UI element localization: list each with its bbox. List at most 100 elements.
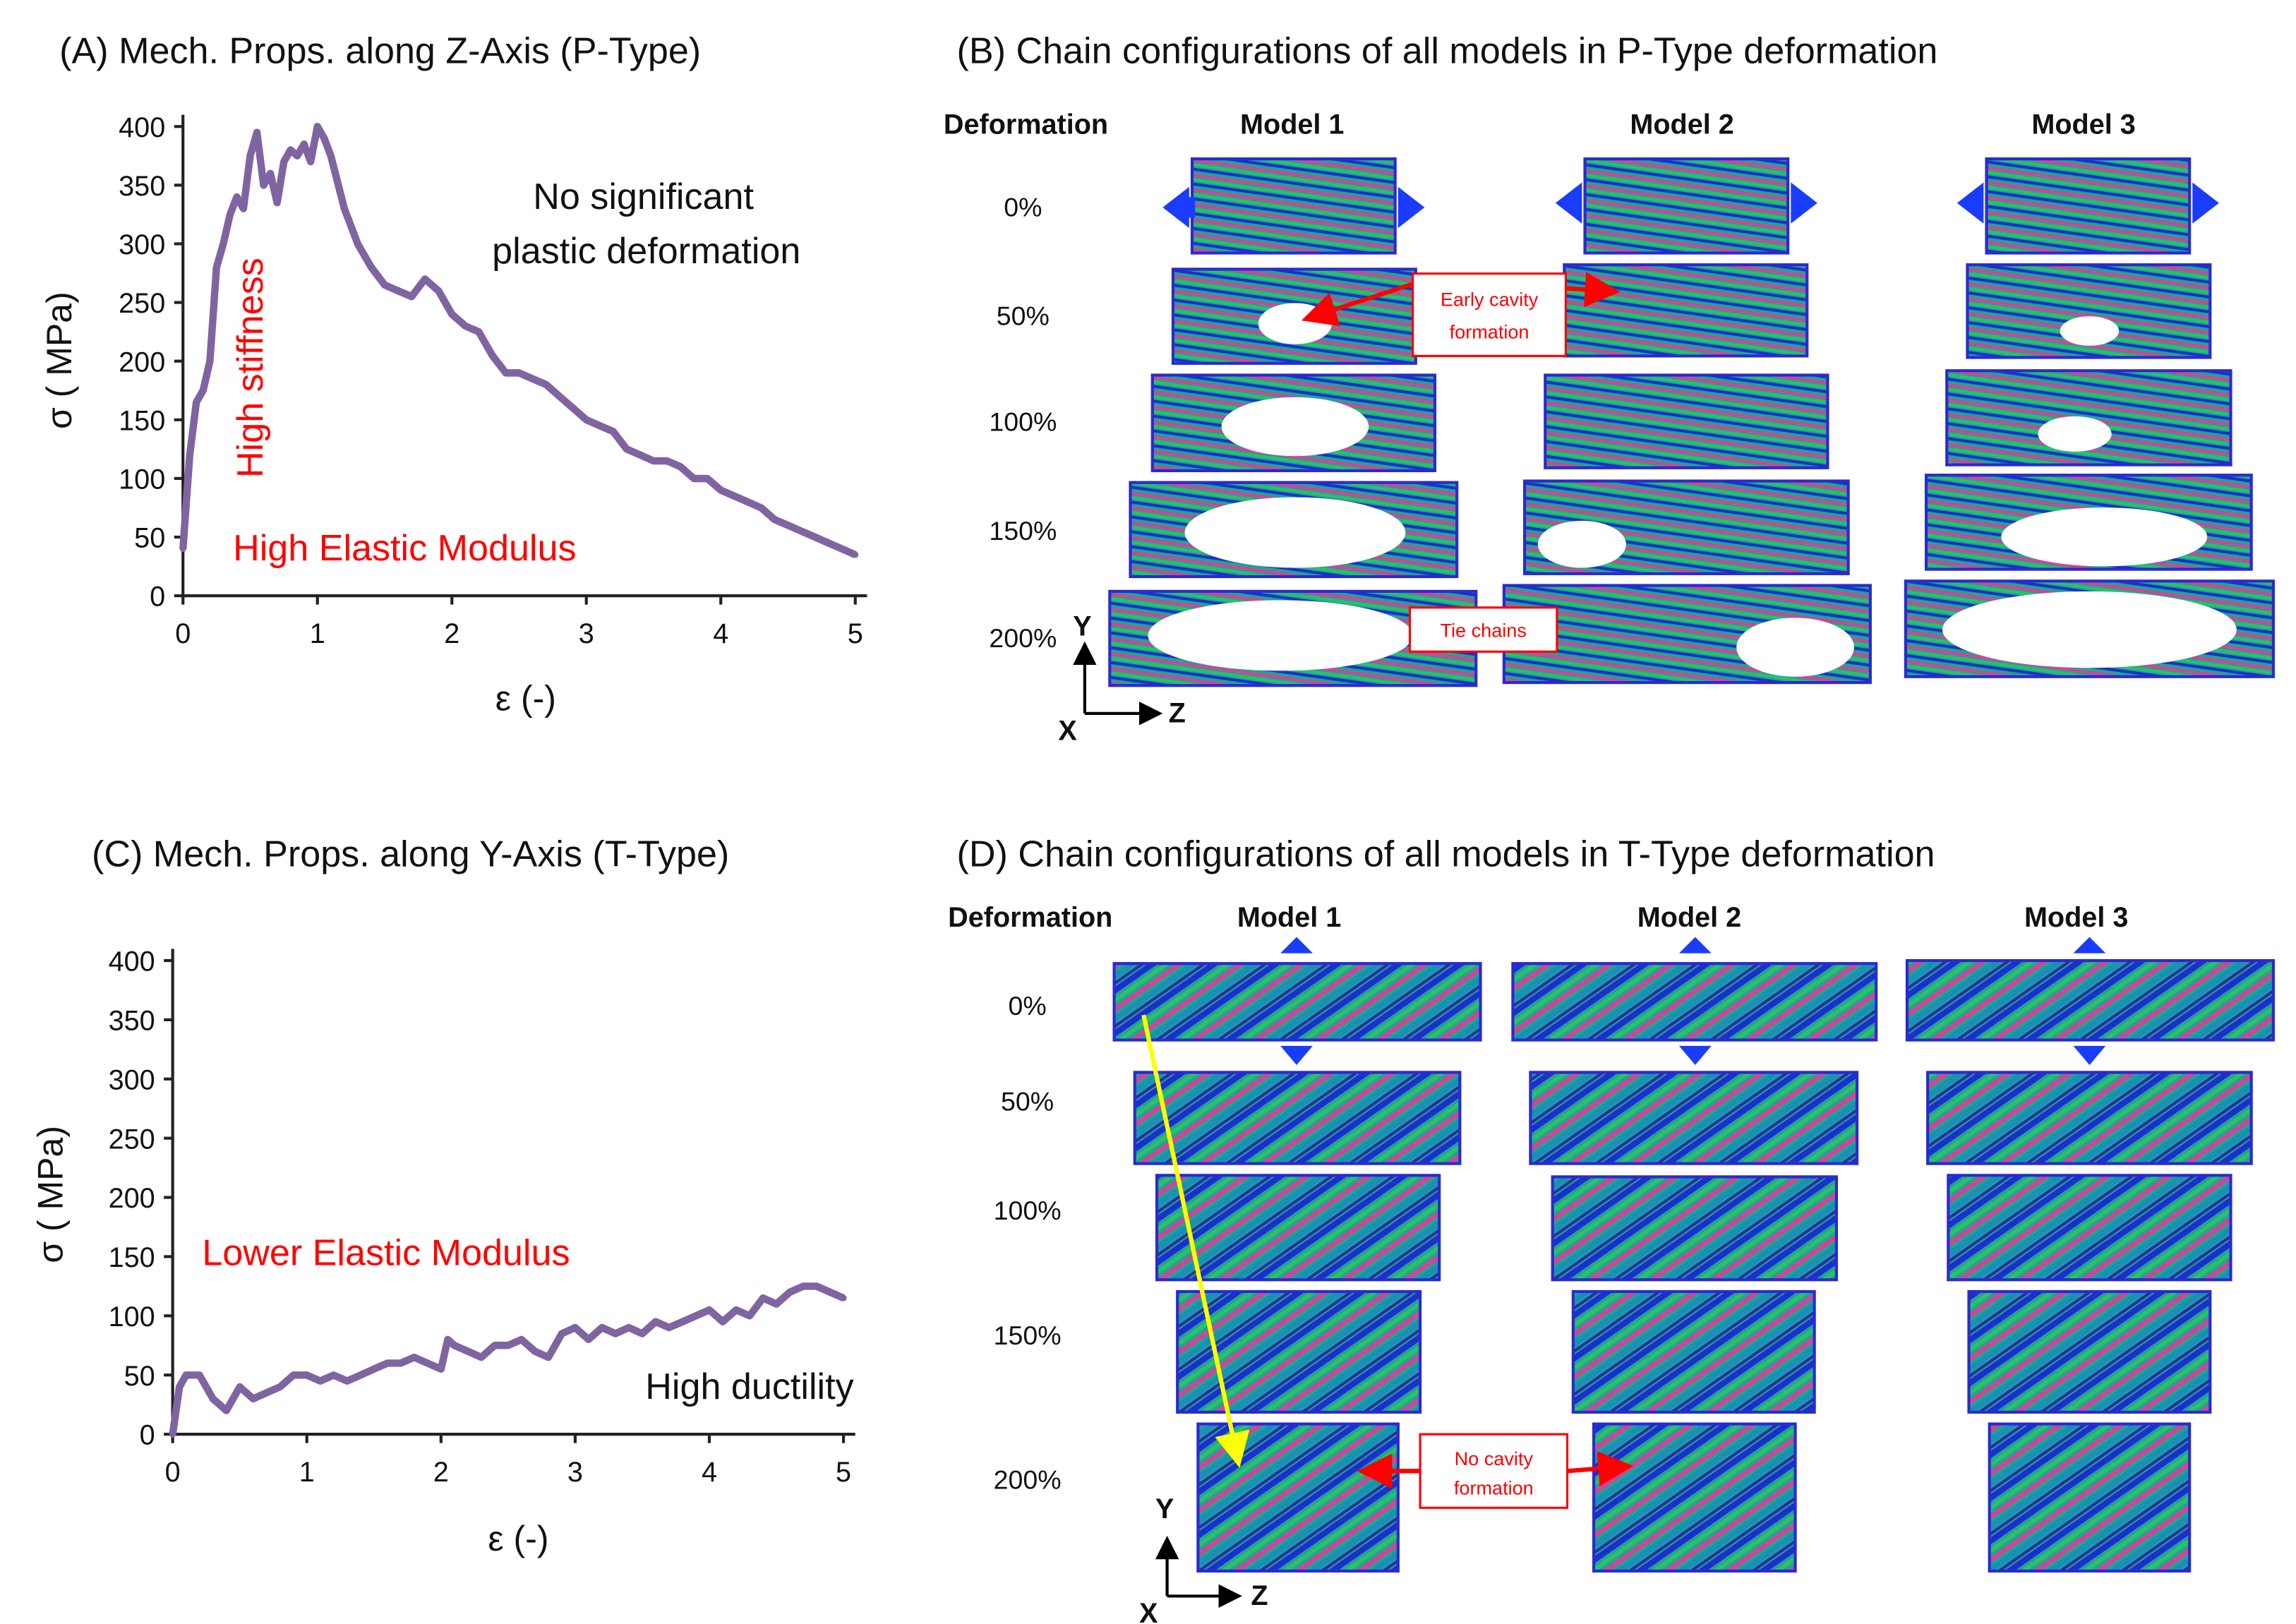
- data-point: [277, 1383, 284, 1390]
- snapshot-model-2-row-0: [1511, 962, 1878, 1042]
- data-point: [666, 1324, 673, 1331]
- data-point: [444, 1336, 451, 1343]
- data-point: [612, 1330, 619, 1337]
- data-point: [786, 1289, 793, 1296]
- panel-d-title: (D) Chain configurations of all models i…: [957, 834, 1935, 875]
- axis-x-label: X: [1058, 715, 1077, 746]
- x-tick-label: 3: [567, 1457, 583, 1488]
- note-no-cavity-line1: No cavity: [1455, 1448, 1534, 1469]
- deformation-row-label: 0%: [1004, 192, 1042, 222]
- data-point: [448, 311, 455, 318]
- axis-z-label: Z: [1169, 697, 1186, 728]
- data-point: [543, 381, 550, 388]
- data-point: [596, 422, 603, 429]
- data-point: [240, 205, 247, 212]
- series-line-t-type: [169, 1282, 846, 1435]
- snapshot-model-1-row-2: [1155, 1174, 1441, 1282]
- data-point: [839, 546, 846, 553]
- data-point: [317, 1378, 324, 1385]
- data-point: [784, 522, 792, 529]
- x-tick-label: 4: [702, 1457, 717, 1488]
- data-point: [169, 1431, 176, 1438]
- snapshot-model-3-row-0: [1985, 157, 2192, 255]
- note-early-cavity: Early cavity formation: [1301, 272, 1621, 357]
- data-point: [263, 1389, 270, 1396]
- chart-c-ylabel: σ ( MPa): [30, 1126, 70, 1263]
- data-point: [464, 1348, 471, 1355]
- data-point: [488, 351, 495, 359]
- data-point: [639, 1330, 646, 1337]
- deformation-row-label: 100%: [989, 407, 1057, 437]
- y-tick-label: 50: [124, 1361, 155, 1392]
- x-tick-label: 3: [579, 618, 594, 649]
- data-point: [502, 369, 510, 376]
- data-point: [186, 452, 193, 459]
- data-point: [558, 1330, 565, 1337]
- deformation-row-label: 150%: [989, 516, 1057, 546]
- y-tick-label: 250: [109, 1124, 155, 1155]
- snapshot-model-1-row-1: [1171, 267, 1417, 365]
- note-tie-chains-text: Tie chains: [1440, 619, 1526, 641]
- data-point: [183, 1371, 190, 1378]
- annotation-plastic-deformation: plastic deformation: [492, 231, 800, 272]
- data-point: [236, 1383, 244, 1390]
- data-point: [246, 152, 254, 160]
- data-point: [206, 358, 213, 365]
- data-point: [253, 128, 260, 136]
- chart-c-xlabel: ε (-): [488, 1519, 548, 1558]
- snapshot-model-1-row-4: [1196, 1422, 1400, 1573]
- data-point: [381, 282, 388, 289]
- data-point: [193, 399, 200, 406]
- deformation-row-label: 100%: [994, 1196, 1062, 1225]
- snapshot-model-3-row-3: [1924, 474, 2253, 571]
- data-point: [303, 1371, 311, 1378]
- data-point: [572, 1324, 579, 1331]
- data-point: [274, 199, 281, 206]
- data-point: [354, 240, 361, 248]
- tensile-arrows-y: [1280, 937, 2106, 1065]
- data-point: [599, 1324, 606, 1331]
- snapshot-model-3-row-3: [1967, 1289, 2212, 1414]
- data-point: [451, 1342, 458, 1349]
- data-point: [717, 486, 724, 494]
- cavity: [1258, 303, 1333, 344]
- cavity: [2060, 316, 2120, 346]
- annotation-high-elastic-modulus: High Elastic Modulus: [233, 528, 576, 569]
- data-point: [424, 1359, 431, 1367]
- data-point: [320, 135, 327, 142]
- data-point: [478, 1354, 485, 1361]
- data-point: [462, 323, 469, 330]
- data-point: [223, 1407, 230, 1414]
- snapshot-model-1-row-3: [1129, 481, 1459, 579]
- chart-c-title: (C) Mech. Props. along Y-Axis (T-Type): [92, 834, 729, 875]
- data-point: [290, 1371, 297, 1378]
- yellow-trace-arrow: [1141, 1014, 1250, 1468]
- cavity: [2038, 416, 2112, 452]
- chart-c-mech-props-y: (C) Mech. Props. along Y-Axis (T-Type) σ…: [30, 834, 855, 1558]
- data-point: [570, 404, 577, 411]
- snapshot-model-2-row-1: [1529, 1071, 1859, 1165]
- snapshot-model-3-row-4: [1988, 1422, 2192, 1573]
- data-point: [176, 1383, 183, 1390]
- data-point: [840, 1294, 847, 1301]
- x-tick-label: 2: [433, 1457, 449, 1488]
- data-point: [556, 392, 563, 400]
- y-tick-label: 200: [119, 347, 165, 378]
- snapshot-model-2-row-0: [1583, 157, 1790, 255]
- data-point: [260, 181, 268, 188]
- data-point: [731, 493, 738, 500]
- data-point: [435, 287, 442, 294]
- data-point: [813, 1282, 820, 1289]
- data-point: [757, 504, 764, 512]
- data-point: [327, 152, 335, 160]
- snapshot-model-3-row-1: [1926, 1071, 2253, 1165]
- annotation-high-stiffness: High stiffness: [230, 258, 271, 478]
- snapshot-model-2-row-3: [1522, 479, 1850, 575]
- data-point: [583, 416, 590, 423]
- data-point: [330, 1371, 337, 1378]
- data-point: [505, 1342, 512, 1349]
- data-point: [395, 287, 402, 294]
- y-tick-label: 0: [140, 1420, 155, 1451]
- snapshot-model-3-row-4: [1904, 579, 2276, 678]
- model-3-header: Model 3: [2031, 109, 2135, 140]
